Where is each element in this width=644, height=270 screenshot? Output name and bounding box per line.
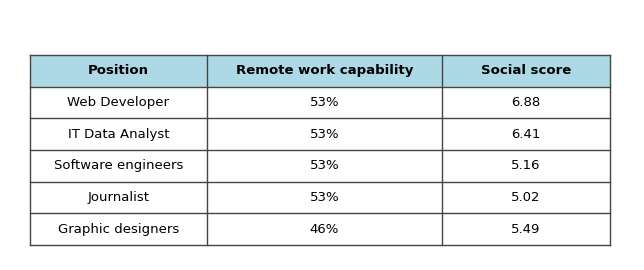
Text: Position: Position [88,64,149,77]
Text: Software engineers: Software engineers [53,159,183,172]
Text: Graphic designers: Graphic designers [58,223,179,236]
Text: Journalist: Journalist [88,191,149,204]
Text: 5.49: 5.49 [511,223,540,236]
Text: 6.41: 6.41 [511,128,540,141]
Text: 53%: 53% [310,128,339,141]
Text: Social score: Social score [481,64,571,77]
Text: Web Developer: Web Developer [68,96,169,109]
Text: 5.02: 5.02 [511,191,541,204]
Text: Remote work capability: Remote work capability [236,64,413,77]
Text: 46%: 46% [310,223,339,236]
Text: 53%: 53% [310,96,339,109]
Text: 6.88: 6.88 [511,96,540,109]
Text: 5.16: 5.16 [511,159,541,172]
Text: 53%: 53% [310,159,339,172]
Text: IT Data Analyst: IT Data Analyst [68,128,169,141]
Text: 53%: 53% [310,191,339,204]
